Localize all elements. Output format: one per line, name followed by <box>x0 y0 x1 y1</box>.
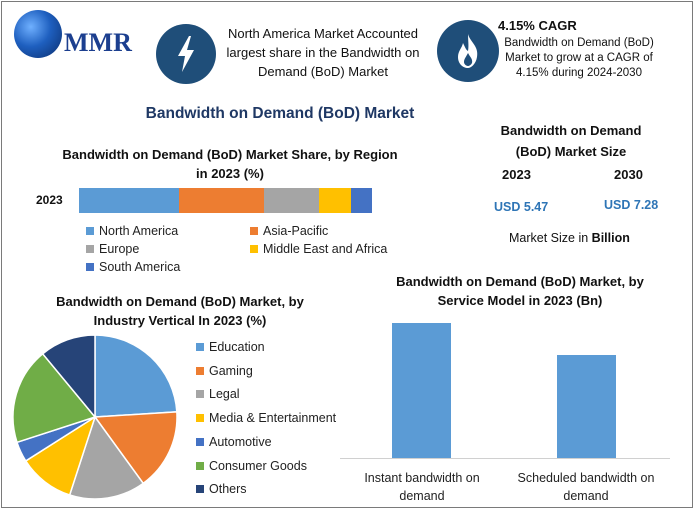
market-size-value-2023: USD 5.47 <box>494 200 549 214</box>
legend-swatch <box>196 366 204 375</box>
legend-label: Europe <box>99 242 140 256</box>
industry-legend-item: Gaming <box>196 364 253 378</box>
legend-swatch <box>196 461 204 470</box>
cagr-title: 4.15% CAGR <box>498 18 577 33</box>
region-segment-middle-east-and-africa <box>319 188 352 213</box>
market-size-year-2030: 2030 <box>614 167 643 182</box>
logo-globe-icon <box>14 10 62 58</box>
logo-text: MMR <box>64 28 132 57</box>
region-segment-europe <box>263 188 320 213</box>
industry-pie-chart <box>12 334 178 500</box>
industry-legend-item: Media & Entertainment <box>196 411 336 425</box>
service-bar-plot <box>340 310 670 458</box>
pie-slice-legal <box>68 415 145 500</box>
legend-label: South America <box>99 260 181 274</box>
flame-icon <box>437 20 499 82</box>
pie-slice-education <box>94 334 178 418</box>
lightning-icon <box>156 24 216 84</box>
market-size-title: Bandwidth on Demand (BoD) Market Size <box>500 123 642 159</box>
industry-legend-item: Automotive <box>196 435 272 449</box>
legend-swatch <box>196 437 204 446</box>
legend-swatch <box>196 343 204 351</box>
region-legend-item: North America <box>86 224 178 238</box>
legend-label: Education <box>209 340 265 354</box>
service-chart-title: Bandwidth on Demand (BoD) Market, by Ser… <box>396 274 644 308</box>
legend-label: Asia-Pacific <box>263 224 329 238</box>
service-bar-scheduled <box>557 354 616 458</box>
legend-label: Others <box>209 482 247 497</box>
industry-chart-title: Bandwidth on Demand (BoD) Market, by Ind… <box>56 294 304 328</box>
pie-slice-consumer-goods <box>12 352 97 444</box>
region-segment-north-america <box>79 188 179 213</box>
industry-legend-item: Education <box>196 340 265 354</box>
service-category-label-scheduled: Scheduled bandwidth on demand <box>517 471 655 503</box>
region-legend-item: South America <box>86 260 180 274</box>
legend-label: North America <box>99 224 179 238</box>
cagr-text: Bandwidth on Demand (BoD) Market to grow… <box>504 37 654 79</box>
legend-label: Automotive <box>209 434 272 449</box>
region-fact-text: North America Market Accounted largest s… <box>226 26 420 79</box>
region-legend-item: Europe <box>86 242 139 256</box>
region-segment-asia-pacific <box>178 188 264 213</box>
legend-swatch <box>86 227 94 235</box>
legend-swatch <box>250 245 258 253</box>
service-category-label-instant: Instant bandwidth on demand <box>364 471 480 503</box>
legend-swatch <box>86 263 94 271</box>
region-bar-category: 2023 <box>36 193 63 207</box>
region-legend-item: Asia-Pacific <box>250 224 328 238</box>
market-size-value-2030: USD 7.28 <box>604 198 659 212</box>
region-stacked-bar <box>79 188 372 213</box>
unit-note-bold: Billion <box>591 231 630 245</box>
pie-slice-others <box>41 334 96 420</box>
legend-label: Middle East and Africa <box>263 242 388 256</box>
industry-legend-item: Consumer Goods <box>196 459 307 473</box>
legend-swatch <box>196 390 204 399</box>
legend-label: Legal <box>209 387 240 402</box>
region-chart-title: Bandwidth on Demand (BoD) Market Share, … <box>62 147 398 181</box>
legend-label: Gaming <box>209 363 253 378</box>
region-legend: North America Asia-Pacific Europe Middle Ea… <box>86 224 406 280</box>
industry-legend-item: Others <box>196 482 247 496</box>
pie-slice-gaming <box>93 411 178 485</box>
legend-label: Consumer Goods <box>209 458 307 473</box>
industry-legend-item: Legal <box>196 387 240 401</box>
legend-swatch <box>196 414 204 423</box>
market-size-year-2023: 2023 <box>502 167 531 182</box>
main-title: Bandwidth on Demand (BoD) Market <box>145 105 415 122</box>
legend-label: Media & Entertainment <box>209 411 337 426</box>
unit-note-prefix: Market Size in <box>509 231 592 245</box>
service-x-axis <box>340 458 670 459</box>
industry-legend: Education Gaming Legal Media & Entertainmen… <box>196 340 366 500</box>
service-bar-instant <box>392 323 451 458</box>
market-size-unit-note: Market Size in Billion <box>509 231 630 245</box>
region-legend-item: Middle East and Africa <box>250 242 387 256</box>
legend-swatch <box>250 227 258 235</box>
legend-swatch <box>196 485 204 494</box>
region-segment-south-america <box>351 188 372 213</box>
legend-swatch <box>86 245 94 253</box>
